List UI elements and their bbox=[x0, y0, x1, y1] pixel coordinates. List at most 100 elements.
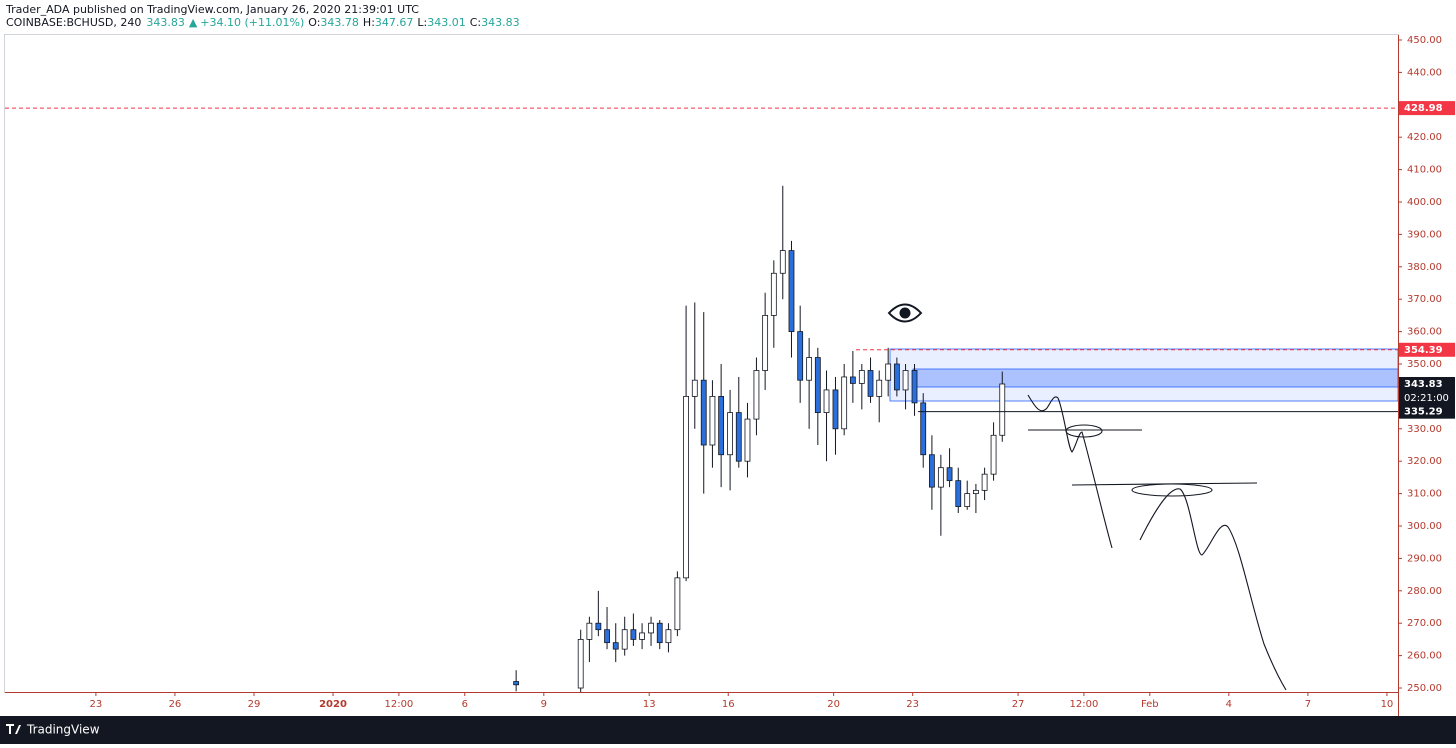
candle-body bbox=[604, 629, 610, 644]
brand: TradingView bbox=[26, 723, 100, 737]
candle-body bbox=[806, 357, 813, 381]
candle-body bbox=[762, 315, 769, 371]
x-tick-label: 29 bbox=[248, 699, 261, 710]
candle-body bbox=[727, 412, 733, 456]
x-tick-label: 16 bbox=[722, 699, 735, 710]
ohlc-value: 343.78 bbox=[320, 16, 359, 29]
symbol: COINBASE:BCHUSD, 240 bbox=[6, 16, 141, 29]
y-tick-label: 450.00 bbox=[1407, 35, 1442, 46]
candle-body bbox=[665, 629, 672, 644]
candle-body bbox=[577, 639, 584, 689]
candle-body bbox=[973, 489, 979, 495]
change-arrow: ▲ bbox=[189, 16, 198, 29]
price-label: 428.98 bbox=[1404, 103, 1443, 114]
ohlc-value: 347.67 bbox=[375, 16, 414, 29]
candle-body bbox=[630, 629, 637, 640]
x-tick-label: 9 bbox=[541, 699, 547, 710]
countdown-box bbox=[1399, 390, 1455, 405]
x-tick-label: 26 bbox=[169, 699, 182, 710]
ohlc-label: O: bbox=[308, 16, 320, 29]
x-tick-label: 12:00 bbox=[384, 699, 413, 710]
candle-body bbox=[955, 480, 962, 507]
change: +34.10 (+11.01%) bbox=[200, 16, 304, 29]
candle-body bbox=[849, 376, 856, 384]
y-tick-label: 330.00 bbox=[1407, 424, 1442, 435]
y-tick-label: 260.00 bbox=[1407, 651, 1442, 662]
candle-body bbox=[595, 622, 602, 631]
y-tick-label: 420.00 bbox=[1407, 132, 1442, 143]
ohlc-value: 343.83 bbox=[481, 16, 520, 29]
candle-body bbox=[999, 383, 1006, 436]
candle-body bbox=[779, 250, 786, 274]
x-tick-label: 12:00 bbox=[1070, 699, 1099, 710]
candle-body bbox=[683, 396, 689, 579]
candle-body bbox=[700, 379, 707, 446]
projection-path bbox=[1139, 488, 1287, 691]
x-tick-label: 7 bbox=[1305, 699, 1311, 710]
candle-body bbox=[911, 370, 918, 404]
y-tick-label: 400.00 bbox=[1407, 197, 1442, 208]
brand-logo bbox=[6, 724, 21, 734]
candle-body bbox=[920, 402, 927, 456]
published-line: Trader_ADA published on TradingView.com,… bbox=[5, 3, 419, 16]
y-tick-label: 390.00 bbox=[1407, 229, 1442, 240]
y-tick-label: 380.00 bbox=[1407, 262, 1442, 273]
candle-body bbox=[718, 396, 725, 456]
candle-body bbox=[929, 454, 935, 488]
y-tick-label: 280.00 bbox=[1407, 586, 1442, 597]
y-tick-label: 310.00 bbox=[1407, 489, 1442, 500]
y-tick-label: 290.00 bbox=[1407, 553, 1442, 564]
last-price: 343.83 bbox=[146, 16, 185, 29]
y-tick-label: 300.00 bbox=[1407, 521, 1442, 532]
x-tick-label: 10 bbox=[1381, 699, 1394, 710]
ohlc-label: L: bbox=[417, 16, 427, 29]
price-label-box bbox=[1399, 342, 1455, 357]
candle-body bbox=[656, 622, 663, 644]
price-label-box bbox=[1399, 404, 1455, 419]
price-label-box bbox=[1399, 101, 1455, 116]
candle-body bbox=[964, 493, 971, 507]
candle-body bbox=[788, 250, 795, 333]
candle-body bbox=[858, 370, 865, 384]
candle-body bbox=[981, 473, 988, 491]
candle-body bbox=[709, 396, 716, 446]
x-tick-label: 20 bbox=[827, 699, 840, 710]
y-tick-label: 410.00 bbox=[1407, 165, 1442, 176]
y-tick-label: 250.00 bbox=[1407, 683, 1442, 694]
candle-body bbox=[612, 642, 619, 650]
candle-body bbox=[586, 622, 593, 640]
price-label: 343.83 bbox=[1404, 379, 1443, 390]
zone-inner bbox=[912, 368, 1398, 388]
candle-body bbox=[770, 272, 777, 316]
candle-body bbox=[621, 629, 628, 650]
price-label-box bbox=[1399, 376, 1455, 391]
candle-body bbox=[823, 389, 830, 414]
candle-body bbox=[513, 681, 520, 686]
y-tick-label: 440.00 bbox=[1407, 67, 1442, 78]
candle-body bbox=[885, 363, 892, 381]
candle-body bbox=[744, 418, 751, 462]
candle-body bbox=[841, 376, 848, 430]
zone-outer bbox=[889, 348, 1398, 402]
candle-body bbox=[937, 467, 944, 488]
ohlc-value: 343.01 bbox=[427, 16, 466, 29]
y-tick-label: 270.00 bbox=[1407, 618, 1442, 629]
candle-body bbox=[946, 467, 953, 482]
ohlc-label: H: bbox=[363, 16, 375, 29]
price-label: 354.39 bbox=[1404, 345, 1443, 356]
axes: 250.00 260.00 270.00 280.00 290.00 300.00 310.… bbox=[90, 35, 1455, 710]
candle-body bbox=[893, 363, 900, 391]
candle-body bbox=[832, 389, 839, 430]
x-tick-label: 6 bbox=[462, 699, 468, 710]
x-tick-label: 2020 bbox=[319, 699, 347, 710]
y-tick-label: 350.00 bbox=[1407, 359, 1442, 370]
x-tick-label: 27 bbox=[1012, 699, 1025, 710]
candle-body bbox=[691, 379, 698, 397]
zones bbox=[889, 348, 1398, 402]
candle-body bbox=[735, 412, 742, 462]
ellipse bbox=[1131, 483, 1213, 497]
plot-marks bbox=[5, 107, 1398, 692]
countdown: 02:21:00 bbox=[1404, 393, 1449, 404]
